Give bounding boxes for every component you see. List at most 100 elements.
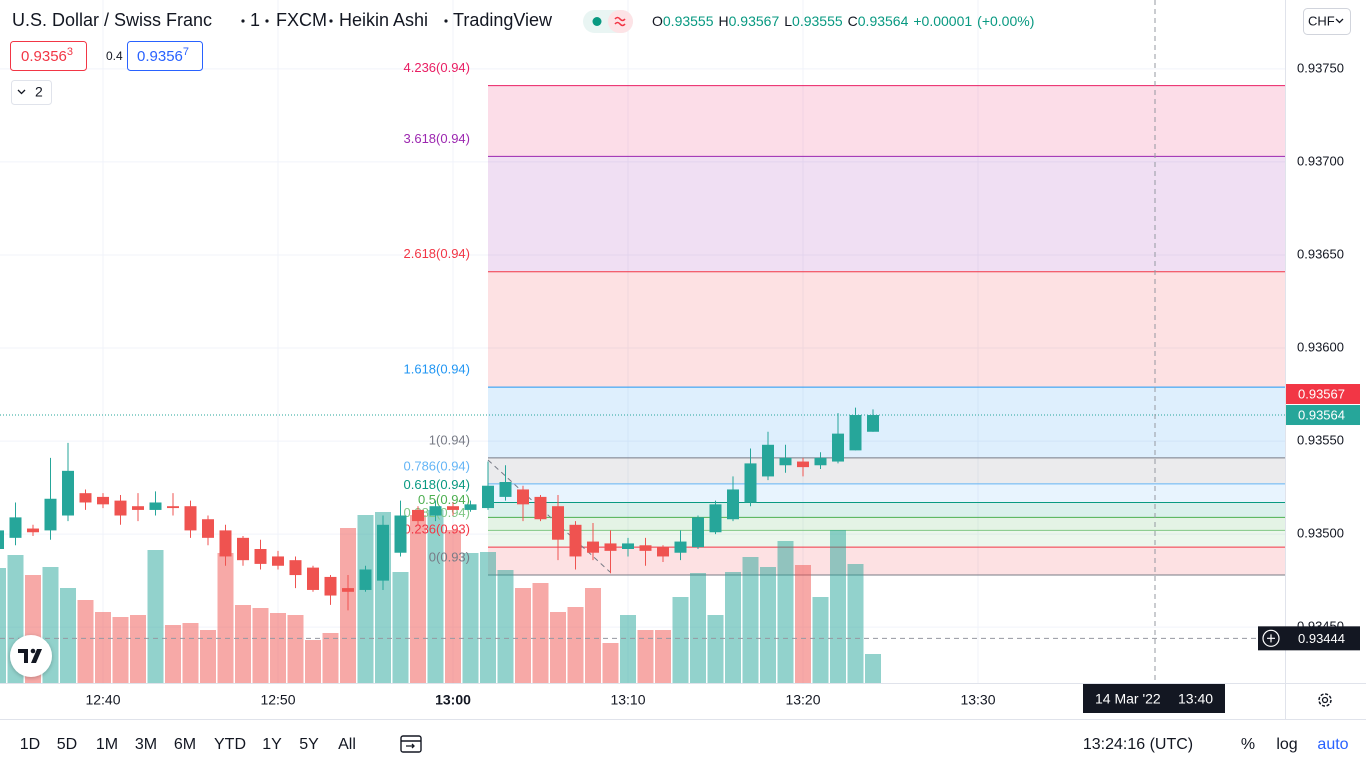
fib-level-label: 0.5(0.94) xyxy=(418,492,470,507)
candle-body xyxy=(272,556,284,566)
chevron xyxy=(17,89,26,95)
add-alert-icon[interactable] xyxy=(1262,629,1280,647)
range-button[interactable]: All xyxy=(338,736,356,753)
crosshair-date: 14 Mar '22 xyxy=(1095,691,1161,707)
crosshair-price-label: 0.93444 xyxy=(1298,631,1345,646)
compare-button[interactable] xyxy=(400,735,422,753)
symbol: U.S. Dollar / Swiss Franc xyxy=(12,10,212,30)
candle-body xyxy=(447,506,459,510)
candle-body xyxy=(377,524,389,581)
header: U.S. Dollar / Swiss Franc 1 FXCM Heikin … xyxy=(10,8,1351,105)
candle-body xyxy=(289,560,302,576)
ohlc-letter: O xyxy=(652,13,663,29)
volume-bar xyxy=(147,550,164,683)
fib-zone xyxy=(488,271,1285,388)
candle-body xyxy=(464,504,477,510)
gear-icon xyxy=(1318,693,1332,707)
bid-main: 0.9356 xyxy=(21,48,67,65)
gear-center xyxy=(1321,696,1329,704)
volume-bar xyxy=(392,572,409,683)
logo-part xyxy=(30,648,36,654)
candle-body xyxy=(412,509,424,522)
candle-body xyxy=(622,543,634,550)
percent-toggle[interactable]: % xyxy=(1241,736,1255,753)
candle-body xyxy=(394,515,407,553)
x-tick-label: 13:30 xyxy=(960,692,995,708)
candle-body xyxy=(307,567,319,590)
status-pill-right xyxy=(608,10,633,33)
volume-bar xyxy=(812,597,829,683)
currency: CHF xyxy=(1308,13,1335,28)
buy-button[interactable] xyxy=(127,41,203,71)
x-tick-label: 13:00 xyxy=(435,692,471,708)
fib-zone xyxy=(488,156,1285,272)
candle-body xyxy=(517,489,529,505)
fib-level-label: 0.618(0.94) xyxy=(404,477,471,492)
fib-zone xyxy=(488,547,1285,576)
candle-body xyxy=(639,545,652,551)
range-button[interactable]: 5D xyxy=(57,736,77,753)
volume-layer xyxy=(0,510,881,683)
logo-part xyxy=(31,649,42,663)
range-button[interactable]: 1D xyxy=(20,736,40,753)
separator xyxy=(444,19,448,23)
candle-body xyxy=(569,524,582,557)
price-axis-bg xyxy=(1286,0,1366,683)
fib-level-label: 1(0.94) xyxy=(429,432,470,447)
volume-bar xyxy=(847,564,864,683)
indicators-count: 2 xyxy=(35,84,43,100)
candle-body xyxy=(867,415,879,432)
indicators-toggle[interactable] xyxy=(11,80,52,105)
auto-toggle[interactable]: auto xyxy=(1317,736,1348,753)
volume-bar xyxy=(252,608,269,683)
clock[interactable]: 13:24:16 (UTC) xyxy=(1083,736,1193,753)
candle-body xyxy=(132,506,144,510)
volume-bar xyxy=(515,588,531,683)
last-price-box xyxy=(1286,405,1360,426)
ohlc-value: 0.93567 xyxy=(729,13,780,29)
tradingview-logo[interactable] xyxy=(10,635,52,677)
volume-bar xyxy=(462,553,479,683)
volume-bar xyxy=(357,515,374,683)
x-tick-label: 12:40 xyxy=(85,692,120,708)
bid-pip: 3 xyxy=(67,46,73,58)
separator xyxy=(241,19,245,23)
log-toggle[interactable]: log xyxy=(1276,736,1297,753)
calendar-arrow xyxy=(406,743,415,749)
ohlc-letter: H xyxy=(719,13,729,29)
range-button[interactable]: 1Y xyxy=(262,736,282,753)
pane-back xyxy=(0,0,1285,683)
range-button[interactable]: 6M xyxy=(174,736,196,753)
calendar-icon xyxy=(400,735,422,753)
range-button[interactable]: 1M xyxy=(96,736,118,753)
volume-bar xyxy=(322,633,339,683)
volume-bar xyxy=(480,552,496,683)
crosshair-time: 13:40 xyxy=(1178,691,1213,707)
sell-button[interactable] xyxy=(10,41,87,71)
volume-bar xyxy=(725,572,741,683)
fib-level-label: 0(0.93) xyxy=(429,549,470,564)
volume-bar xyxy=(497,570,514,683)
x-tick-label: 13:20 xyxy=(785,692,820,708)
range-button[interactable]: 5Y xyxy=(299,736,319,753)
settings-button[interactable] xyxy=(1318,693,1332,707)
candle-body xyxy=(762,444,774,477)
logo-part xyxy=(18,649,28,663)
x-tick-label: 13:10 xyxy=(610,692,645,708)
candle-body xyxy=(779,457,792,466)
volume-bar xyxy=(567,607,584,683)
range-button[interactable]: YTD xyxy=(214,736,246,753)
fib-zone xyxy=(488,530,1285,548)
volume-bar xyxy=(287,615,304,683)
volume-bar xyxy=(795,565,811,683)
currency-button[interactable] xyxy=(1303,8,1351,35)
candle-body xyxy=(27,528,39,533)
fib-zone xyxy=(488,387,1285,458)
volume-bar xyxy=(130,615,146,683)
range-button[interactable]: 3M xyxy=(135,736,157,753)
candle-body xyxy=(0,530,4,550)
volume-bar xyxy=(182,623,199,683)
volume-bar xyxy=(637,630,654,683)
candle-body xyxy=(114,500,127,516)
